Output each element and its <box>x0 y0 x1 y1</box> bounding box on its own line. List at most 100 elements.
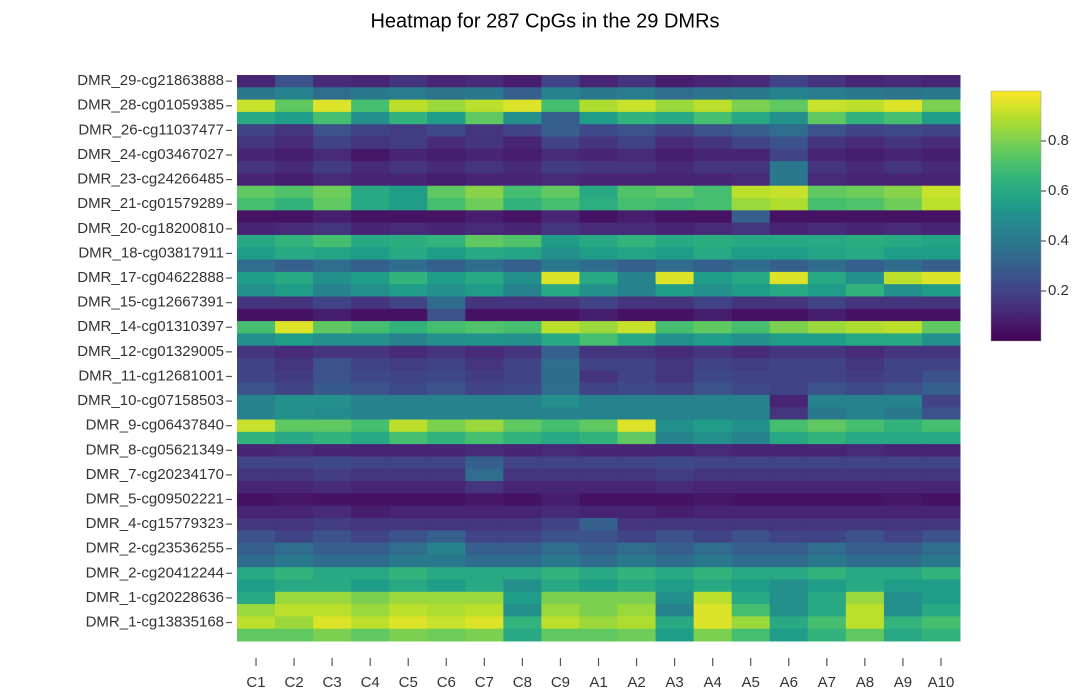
heatmap-cell <box>389 530 428 544</box>
y-tick-label: DMR_2-cg23536255 <box>86 540 224 557</box>
heatmap-cell <box>427 185 466 199</box>
heatmap-cell <box>275 431 314 445</box>
heatmap-cell <box>693 444 733 457</box>
heatmap-cell <box>427 456 466 470</box>
heatmap-cell <box>617 616 657 630</box>
heatmap-cell <box>503 468 542 482</box>
heatmap-cell <box>237 124 276 138</box>
heatmap-cell <box>427 99 466 113</box>
heatmap-cell <box>389 628 428 642</box>
heatmap-cell <box>389 370 428 384</box>
heatmap-cell <box>389 296 428 310</box>
heatmap-cell <box>427 468 466 482</box>
heatmap-cell <box>427 628 466 642</box>
heatmap-cell <box>465 321 504 334</box>
heatmap-cell <box>275 259 314 273</box>
heatmap-cell <box>731 604 771 617</box>
y-tick-label: DMR_4-cg15779323 <box>86 515 224 532</box>
heatmap-cell <box>731 271 771 285</box>
heatmap-cell <box>769 554 809 568</box>
heatmap-cell <box>655 198 695 211</box>
heatmap-cell <box>693 345 733 359</box>
heatmap-cell <box>541 370 580 384</box>
heatmap-cell <box>237 505 276 519</box>
heatmap-cell <box>351 173 390 187</box>
heatmap-cell <box>465 567 504 580</box>
heatmap-cell <box>731 444 771 457</box>
heatmap-cell <box>807 308 847 322</box>
x-tick-label: C1 <box>246 674 265 691</box>
heatmap-cell <box>275 75 314 88</box>
heatmap-cell <box>655 75 695 88</box>
heatmap-cell <box>237 161 276 174</box>
heatmap-cell <box>427 505 466 519</box>
heatmap-cell <box>313 394 352 408</box>
heatmap-cell <box>275 308 314 322</box>
heatmap-cell <box>883 75 923 88</box>
heatmap-cell <box>845 136 885 150</box>
heatmap-cell <box>503 136 542 150</box>
heatmap-cell <box>465 591 504 605</box>
heatmap-cell <box>541 111 580 125</box>
heatmap-cell <box>845 468 885 482</box>
heatmap-cell <box>807 161 847 174</box>
heatmap-cell <box>731 579 771 593</box>
heatmap-cell <box>351 517 390 531</box>
heatmap-cell <box>275 333 314 347</box>
heatmap-cell <box>617 345 657 359</box>
heatmap-cell <box>313 75 352 88</box>
heatmap-cell <box>313 382 352 396</box>
heatmap-cell <box>693 173 733 187</box>
heatmap-cell <box>389 185 428 199</box>
heatmap-cell <box>769 530 809 544</box>
heatmap-cell <box>731 87 771 101</box>
heatmap-cell <box>617 370 657 384</box>
heatmap-cell <box>541 284 580 297</box>
heatmap-cell <box>807 382 847 396</box>
heatmap-cell <box>579 591 619 605</box>
heatmap-cell <box>275 271 314 285</box>
heatmap-cell <box>693 284 733 297</box>
heatmap-cell <box>389 161 428 174</box>
heatmap-cell <box>617 222 657 236</box>
heatmap-cell <box>465 345 504 359</box>
heatmap-cell <box>769 567 809 580</box>
heatmap-cell <box>465 444 504 457</box>
heatmap-cell <box>237 173 276 187</box>
heatmap-cell <box>275 136 314 150</box>
heatmap-cell <box>237 321 276 334</box>
heatmap-cell <box>579 296 619 310</box>
heatmap-cell <box>579 542 619 556</box>
heatmap-cell <box>731 99 771 113</box>
heatmap-cell <box>465 259 504 273</box>
heatmap-cell <box>465 99 504 113</box>
heatmap-cell <box>351 296 390 310</box>
heatmap-cell <box>237 210 276 224</box>
heatmap-cell <box>237 579 276 593</box>
heatmap-cell <box>617 505 657 519</box>
heatmap-cell <box>579 419 619 433</box>
heatmap-cell <box>465 308 504 322</box>
heatmap-cell <box>769 444 809 457</box>
heatmap-cell <box>351 628 390 642</box>
heatmap-cell <box>503 419 542 433</box>
heatmap-cell <box>579 345 619 359</box>
y-tick-label: DMR_17-cg04622888 <box>77 269 224 286</box>
heatmap-cell <box>389 234 428 248</box>
heatmap-cell <box>655 394 695 408</box>
heatmap-cell <box>389 567 428 580</box>
heatmap-cell <box>883 370 923 384</box>
heatmap-cell <box>617 198 657 211</box>
heatmap-cell <box>655 456 695 470</box>
heatmap-cell <box>389 554 428 568</box>
heatmap-cell <box>503 234 542 248</box>
heatmap-cell <box>921 198 961 211</box>
heatmap-cell <box>313 87 352 101</box>
heatmap-cell <box>845 234 885 248</box>
heatmap-cell <box>693 628 733 642</box>
heatmap-cell <box>883 542 923 556</box>
heatmap-cell <box>579 148 619 162</box>
heatmap-cell <box>769 505 809 519</box>
heatmap-cell <box>807 370 847 384</box>
heatmap-cell <box>731 382 771 396</box>
